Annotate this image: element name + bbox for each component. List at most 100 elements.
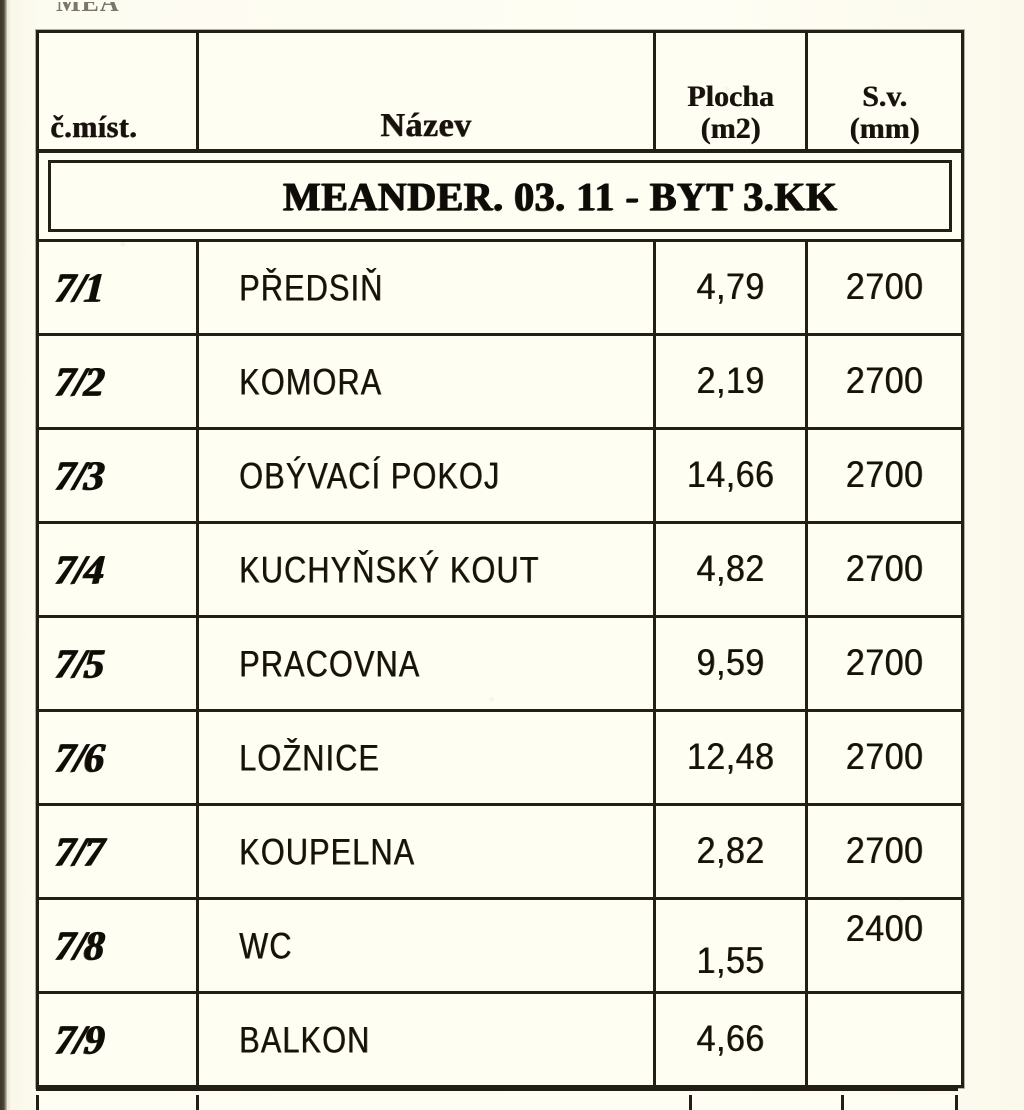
cell-nazev: KOUPELNA [199, 806, 656, 897]
cell-cmist-text: 7/1 [53, 264, 105, 311]
table-title-row: MEANDER. 03. 11 - BYT 3.KK [39, 153, 961, 242]
cell-cmist: 7/7 [39, 806, 199, 897]
cell-cmist: 7/9 [39, 994, 199, 1085]
cell-nazev: PRACOVNA [199, 618, 656, 709]
scan-edge-highlight [7, 0, 10, 1110]
cell-sv: 2700 [808, 712, 961, 803]
header-cell-cmist: č.míst. [39, 33, 199, 149]
cell-nazev-text: KUCHYŇSKÝ KOUT [239, 548, 540, 590]
header-label-cmist: č.míst. [50, 109, 138, 144]
cell-nazev: WC [199, 900, 656, 991]
cell-cmist-text: 7/4 [53, 546, 105, 593]
cell-sv-text: 2700 [845, 830, 924, 872]
cell-cmist-text: 7/3 [53, 452, 105, 499]
table-row: 7/3 OBÝVACÍ POKOJ 14,66 2700 [39, 430, 961, 524]
cell-cmist-text: 7/8 [53, 922, 105, 969]
cell-plocha: 14,66 [656, 430, 808, 521]
table-row: 7/7 KOUPELNA 2,82 2700 [39, 806, 961, 900]
cell-sv-text: 2700 [845, 454, 924, 496]
cell-sv-text: 2700 [845, 736, 924, 778]
cell-cmist: 7/1 [39, 242, 199, 333]
cell-nazev: OBÝVACÍ POKOJ [199, 430, 656, 521]
room-schedule-table: č.míst. Název Plocha (m2) S.v. (mm) MEAN… [36, 30, 964, 1088]
cell-plocha: 9,59 [656, 618, 808, 709]
cell-plocha-text: 2,82 [696, 830, 765, 872]
cell-sv [808, 994, 961, 1085]
header-cell-nazev: Název [199, 33, 656, 149]
table-row: 7/2 KOMORA 2,19 2700 [39, 336, 961, 430]
cell-plocha-text: 2,19 [696, 360, 765, 402]
cell-sv: 2700 [808, 806, 961, 897]
cell-sv-text: 2700 [845, 360, 924, 402]
table-row: 7/8 WC 1,55 2400 [39, 900, 961, 994]
cell-plocha: 4,66 [656, 994, 808, 1085]
cell-plocha-text: 4,79 [696, 266, 765, 308]
cell-plocha-text: 1,55 [696, 940, 765, 982]
header-label-sv-unit: (mm) [849, 112, 920, 146]
cell-cmist-text: 7/6 [53, 734, 105, 781]
cell-nazev-text: LOŽNICE [239, 736, 380, 778]
header-cell-sv: S.v. (mm) [808, 33, 961, 149]
cell-sv: 2400 [808, 900, 961, 991]
table-row: 7/1 PŘEDSIŇ 4,79 2700 [39, 242, 961, 336]
cell-nazev: KOMORA [199, 336, 656, 427]
cell-cmist: 7/2 [39, 336, 199, 427]
table-row: 7/5 PRACOVNA 9,59 2700 [39, 618, 961, 712]
cell-sv: 2700 [808, 242, 961, 333]
header-cell-plocha: Plocha (m2) [656, 33, 808, 149]
scan-edge-line [0, 0, 7, 1110]
header-label-plocha-unit: (m2) [700, 112, 761, 146]
cell-cmist: 7/4 [39, 524, 199, 615]
cell-plocha: 12,48 [656, 712, 808, 803]
cell-cmist-text: 7/9 [53, 1016, 105, 1063]
clipped-text-fragment: MEA [56, 0, 120, 17]
header-label-plocha: Plocha (m2) [656, 81, 805, 145]
cell-nazev-text: KOMORA [239, 360, 383, 402]
cell-sv: 2700 [808, 430, 961, 521]
cell-plocha: 1,55 [656, 900, 808, 991]
header-label-nazev: Název [380, 107, 472, 144]
cell-nazev: BALKON [199, 994, 656, 1085]
cell-cmist-text: 7/7 [53, 828, 105, 875]
cell-sv-text: 2700 [845, 548, 924, 590]
cell-nazev-text: KOUPELNA [239, 830, 416, 872]
cell-nazev-text: PŘEDSIŇ [239, 266, 384, 308]
title-banner-text: MEANDER. 03. 11 - BYT 3.KK [282, 173, 838, 219]
cell-sv-text: 2700 [845, 642, 924, 684]
cell-plocha: 2,82 [656, 806, 808, 897]
cell-sv: 2700 [808, 524, 961, 615]
table-header-row: č.míst. Název Plocha (m2) S.v. (mm) [39, 33, 961, 153]
cell-sv-text: 2700 [845, 266, 924, 308]
cell-plocha: 4,79 [656, 242, 808, 333]
cell-plocha-text: 4,66 [696, 1018, 765, 1060]
cell-nazev-text: OBÝVACÍ POKOJ [239, 454, 501, 496]
header-label-plocha-text: Plocha [687, 80, 774, 114]
cell-cmist: 7/5 [39, 618, 199, 709]
cell-plocha-text: 4,82 [696, 548, 765, 590]
cell-sv: 2700 [808, 618, 961, 709]
cell-plocha: 4,82 [656, 524, 808, 615]
header-label-sv: S.v. (mm) [808, 81, 961, 145]
next-row-clipped [36, 1095, 958, 1110]
table-body: 7/1 PŘEDSIŇ 4,79 2700 7/2 KOMORA 2,19 2700 7/3 OB… [39, 242, 961, 1085]
cell-cmist-text: 7/2 [53, 358, 105, 405]
cell-plocha-text: 14,66 [686, 454, 775, 496]
cell-sv: 2700 [808, 336, 961, 427]
table-row: 7/4 KUCHYŇSKÝ KOUT 4,82 2700 [39, 524, 961, 618]
title-banner-box: MEANDER. 03. 11 - BYT 3.KK [48, 160, 952, 232]
cell-cmist: 7/8 [39, 900, 199, 991]
table-bottom-rule [36, 1086, 958, 1091]
header-label-sv-text: S.v. [861, 80, 908, 114]
cell-nazev: PŘEDSIŇ [199, 242, 656, 333]
cell-nazev-text: PRACOVNA [239, 642, 421, 684]
cell-plocha-text: 9,59 [696, 642, 765, 684]
cell-cmist: 7/6 [39, 712, 199, 803]
cell-cmist-text: 7/5 [53, 640, 105, 687]
cell-nazev: LOŽNICE [199, 712, 656, 803]
cell-plocha-text: 12,48 [686, 736, 775, 778]
cell-cmist: 7/3 [39, 430, 199, 521]
cell-nazev-text: BALKON [239, 1018, 371, 1060]
table-row: 7/6 LOŽNICE 12,48 2700 [39, 712, 961, 806]
table-row: 7/9 BALKON 4,66 [39, 994, 961, 1085]
cell-nazev: KUCHYŇSKÝ KOUT [199, 524, 656, 615]
